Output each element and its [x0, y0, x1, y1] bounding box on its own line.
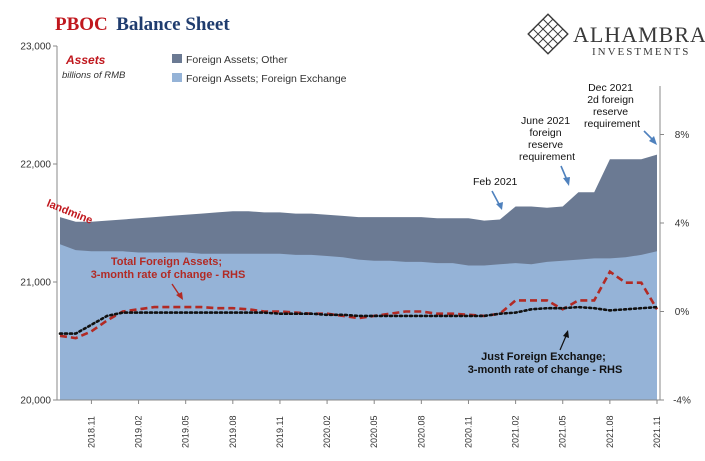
y-right-tick-label: 8% [675, 130, 690, 141]
legend-label-fx: Foreign Assets; Foreign Exchange [186, 73, 347, 85]
chart-title: PBOC Balance Sheet [55, 14, 230, 35]
x-tick-label: 2020.11 [463, 416, 473, 448]
x-tick-label: 2021.11 [652, 416, 662, 448]
alhambra-logo: ALHAMBRA INVESTMENTS [527, 13, 705, 58]
y-right-tick-label: 4% [675, 219, 690, 230]
y-right-tick-label: 0% [675, 307, 690, 318]
diamond-lattice-icon [527, 13, 569, 55]
feb-2021-arrowhead [496, 202, 503, 210]
x-tick-label: 2021.02 [511, 415, 521, 448]
fx-label-arrowhead [563, 330, 569, 338]
fx-label-arrow [559, 335, 567, 351]
june-2021-annotation: June 2021 foreign reserve requirement [519, 115, 575, 163]
y-right-tick-label: -4% [673, 396, 691, 407]
line-just-fx-roc [58, 305, 659, 335]
units-label: billions of RMB [62, 70, 126, 81]
x-tick-label: 2019.02 [134, 415, 144, 448]
legend: Foreign Assets; Other Foreign Assets; Fo… [172, 54, 347, 85]
logo-sub: INVESTMENTS [592, 46, 690, 58]
y-left-tick-label: 20,000 [20, 396, 51, 407]
june-2021-arrowhead [563, 177, 570, 186]
x-tick-label: 2019.11 [275, 416, 285, 448]
y-axis-right: -4% 0% 4% 8% [660, 130, 691, 407]
just-fx-label: Just Foreign Exchange; 3-month rate of c… [468, 351, 623, 376]
x-tick-label: 2020.08 [416, 415, 426, 448]
area-series [60, 154, 657, 400]
x-axis: 2018.11 2019.02 2019.05 2019.08 2019.11 2020.… [86, 400, 662, 448]
x-tick-label: 2019.05 [181, 415, 191, 448]
feb-2021-annotation: Feb 2021 [473, 176, 518, 188]
total-foreign-assets-label: Total Foreign Assets; 3-month rate of ch… [91, 256, 246, 281]
x-tick-label: 2019.08 [228, 415, 238, 448]
legend-label-other: Foreign Assets; Other [186, 54, 288, 66]
legend-swatch-fx [172, 73, 182, 82]
y-left-tick-label: 22,000 [20, 160, 51, 171]
x-tick-label: 2018.11 [86, 416, 96, 448]
title-part1: PBOC [55, 14, 108, 35]
dec-2021-annotation: Dec 2021 2d foreign reserve requirement [584, 82, 640, 130]
y-left-tick-label: 23,000 [20, 42, 51, 53]
dec-2021-arrowhead [649, 136, 657, 145]
y-left-tick-label: 21,000 [20, 278, 51, 289]
title-part2: Balance Sheet [116, 14, 230, 35]
line-series [58, 269, 659, 340]
x-tick-label: 2021.05 [558, 415, 568, 448]
y-axis-left: 20,000 21,000 22,000 23,000 [20, 42, 57, 407]
legend-swatch-other [172, 54, 182, 63]
area-foreign-exchange [60, 244, 657, 400]
x-tick-label: 2021.08 [605, 415, 615, 448]
axes [56, 46, 661, 401]
x-tick-label: 2020.05 [369, 415, 379, 448]
assets-label: Assets [65, 53, 106, 67]
x-tick-label: 2020.02 [322, 415, 332, 448]
total-label-arrowhead [176, 292, 183, 300]
logo-name: ALHAMBRA [573, 22, 705, 47]
